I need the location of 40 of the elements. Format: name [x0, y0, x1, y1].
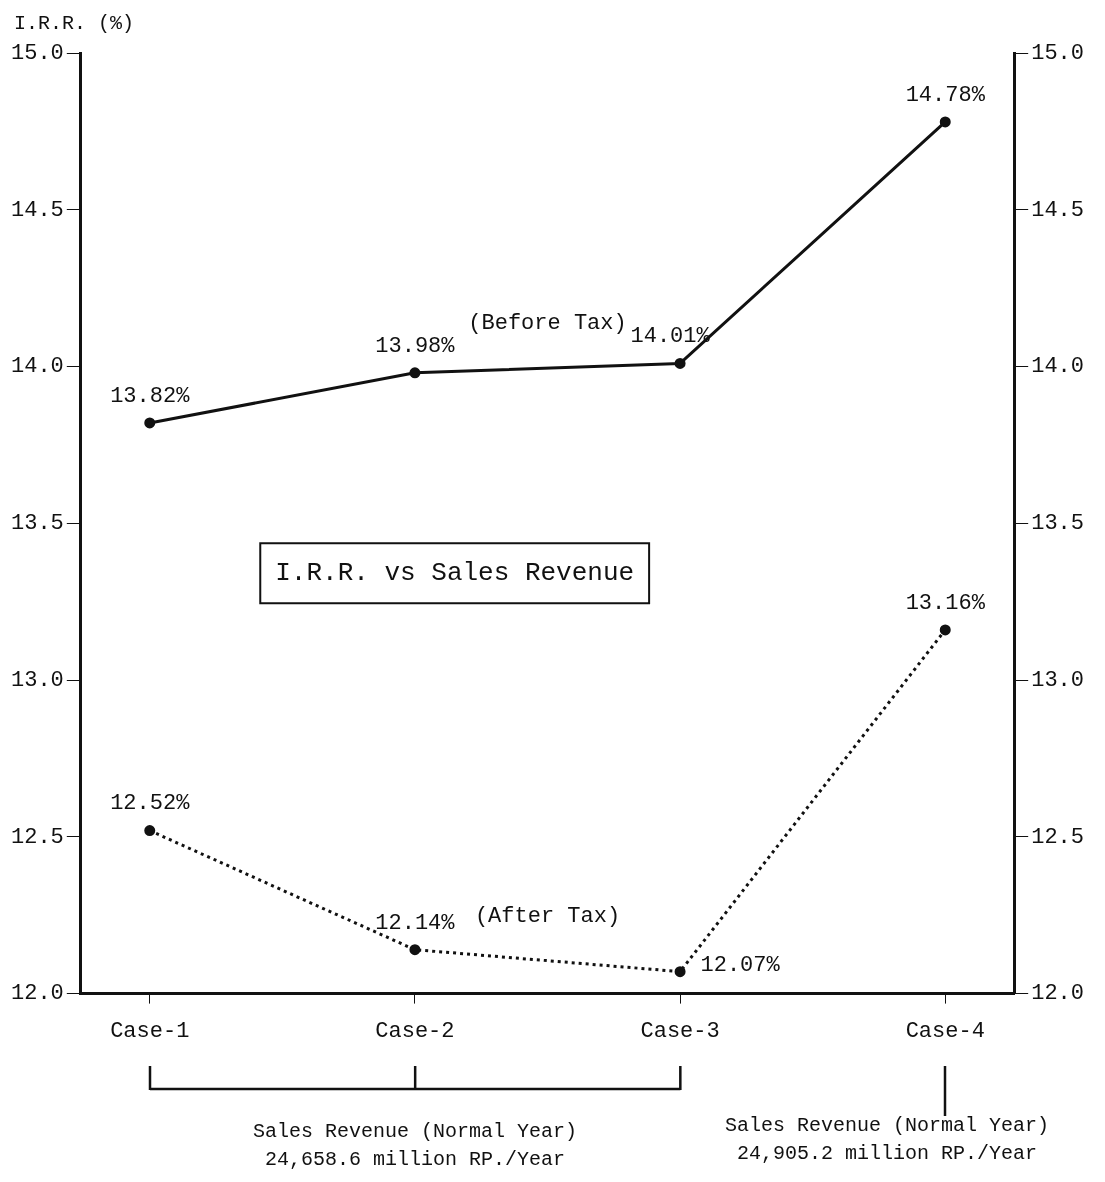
text: 14.0	[11, 354, 64, 380]
text: 13.5	[1031, 511, 1084, 537]
point	[939, 624, 951, 636]
data-label: 13.98%	[375, 333, 456, 359]
series-label: (Before Tax)	[468, 310, 627, 336]
text: 13.0	[1031, 667, 1084, 693]
point	[144, 825, 156, 837]
text: 14.5	[11, 197, 64, 223]
point	[409, 367, 421, 379]
text: 13.5	[11, 511, 64, 537]
point	[144, 417, 156, 429]
text: 12.5	[11, 824, 64, 850]
x-tick-label: Case-4	[905, 1018, 985, 1044]
data-label: 12.52%	[110, 791, 191, 817]
data-label: 14.01%	[630, 324, 711, 350]
series-label: (After Tax)	[474, 903, 621, 929]
data-label: 12.07%	[700, 953, 781, 979]
data-label: 13.82%	[110, 383, 191, 409]
data-label: 14.78%	[905, 82, 986, 108]
text: Sales Revenue (Normal Year) 24,905.2 million RP./Year	[723, 1113, 1051, 1167]
text: 15.0	[11, 40, 64, 66]
text: Sales Revenue (Normal Year) 24,658.6 million RP./Year	[251, 1119, 578, 1173]
point	[939, 116, 951, 128]
y-axis-title: I.R.R. (%)	[14, 12, 135, 36]
text: 12.5	[1031, 824, 1084, 850]
point	[674, 357, 686, 369]
x-tick-label: Case-1	[110, 1018, 190, 1044]
x-tick-label: Case-3	[640, 1018, 720, 1044]
text: 15.0	[1031, 40, 1084, 66]
point	[409, 944, 421, 956]
x-tick-label: Case-2	[375, 1018, 455, 1044]
text: I.R.R. vs Sales Revenue	[275, 558, 635, 589]
text: 14.0	[1031, 354, 1084, 380]
point	[674, 966, 686, 978]
data-label: 12.14%	[375, 910, 456, 936]
data-label: 13.16%	[905, 590, 986, 616]
text: 13.0	[11, 667, 64, 693]
text: 12.0	[11, 981, 64, 1007]
text: 12.0	[1031, 981, 1084, 1007]
text: 14.5	[1031, 197, 1084, 223]
